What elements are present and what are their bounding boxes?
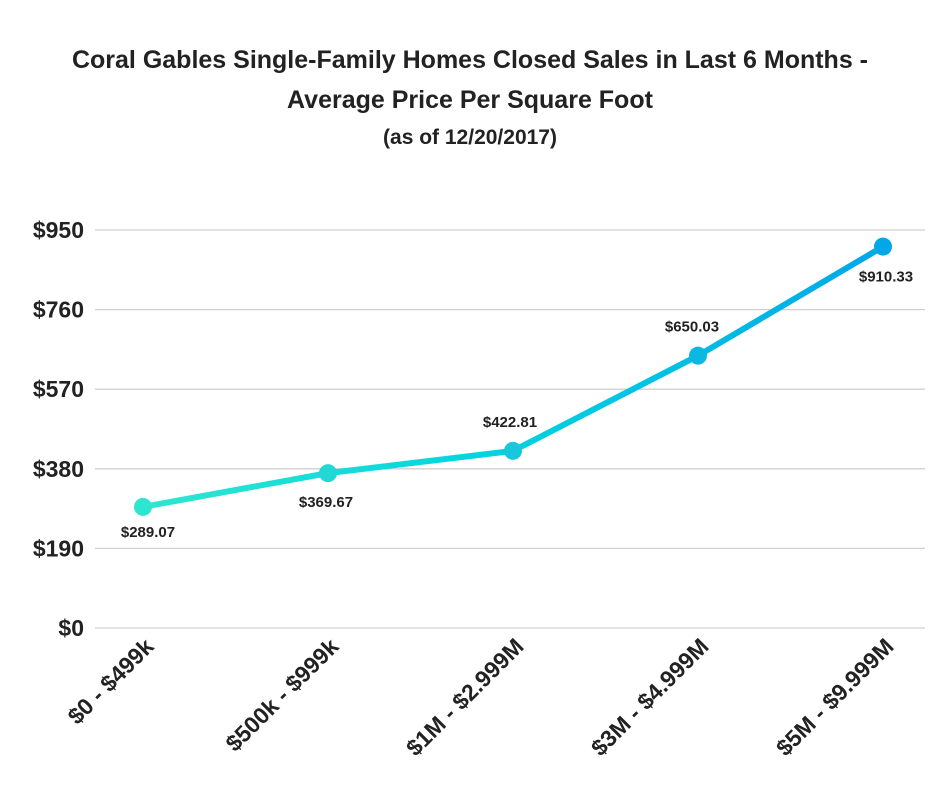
data-point <box>134 497 152 516</box>
data-label: $650.03 <box>665 319 719 336</box>
series-line <box>142 244 885 510</box>
data-label: $422.81 <box>483 414 537 431</box>
x-tick-label: $500k - $999k <box>220 633 343 756</box>
y-tick-label: $950 <box>33 217 84 243</box>
data-label: $369.67 <box>299 494 353 511</box>
x-tick-label: $0 - $499k <box>62 633 158 729</box>
y-tick-label: $570 <box>33 376 84 402</box>
x-tick-label: $5M - $9.999M <box>771 633 899 761</box>
y-tick-label: $190 <box>33 535 84 561</box>
data-point <box>504 441 522 460</box>
chart-subtitle: (as of 12/20/2017) <box>383 126 557 149</box>
x-tick-label: $3M - $4.999M <box>586 633 714 761</box>
data-point <box>689 346 707 365</box>
y-tick-label: $380 <box>33 456 84 482</box>
data-point <box>874 237 892 256</box>
x-tick-label: $1M - $2.999M <box>401 633 529 761</box>
chart-title-line1: Coral Gables Single-Family Homes Closed … <box>71 46 869 74</box>
data-point <box>319 464 337 483</box>
y-tick-label: $0 <box>58 615 84 641</box>
chart-title-line2: Average Price Per Square Foot <box>287 86 653 114</box>
y-tick-label: $760 <box>33 297 84 323</box>
data-label: $289.07 <box>121 524 175 541</box>
data-label: $910.33 <box>859 269 913 286</box>
